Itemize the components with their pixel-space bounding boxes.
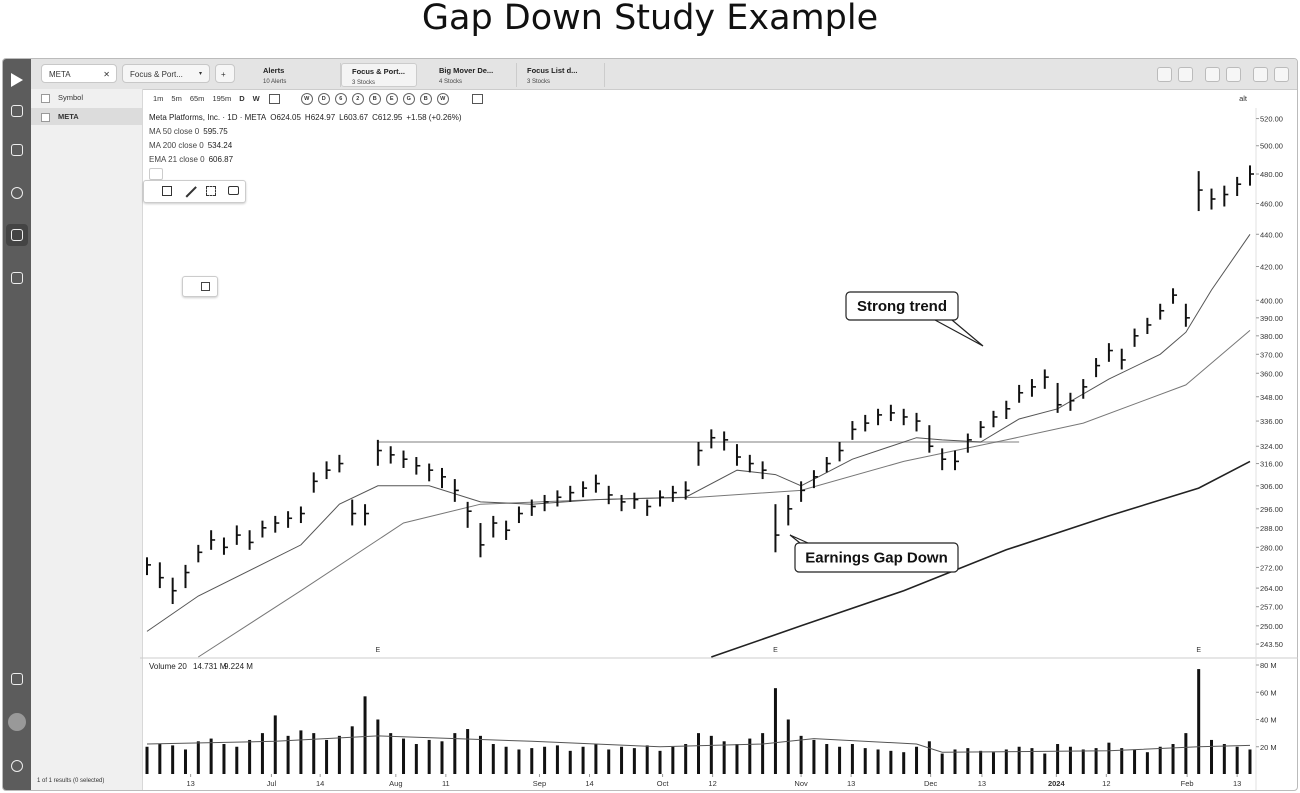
quote-value: H624.97 [304, 113, 336, 122]
timeframe-button[interactable]: 195m [212, 94, 232, 103]
study-name: EMA 21 close 0 [149, 155, 205, 164]
chart-button[interactable] [1205, 67, 1220, 82]
learn-icon[interactable] [11, 673, 23, 685]
checkbox[interactable] [41, 93, 50, 103]
timeframe-button[interactable]: 65m [189, 94, 205, 103]
quote-value: +1.58 (+0.26%) [406, 113, 462, 122]
group-name: Focus & Port... [352, 67, 405, 76]
study-button[interactable]: D [317, 92, 330, 105]
study-button[interactable]: B [419, 92, 432, 105]
results-footer: 1 of 1 results (0 selected) [37, 778, 105, 784]
drawing-toolbar [143, 180, 246, 203]
study-name: MA 50 close 0 [149, 127, 200, 136]
symbol-tab[interactable]: META ✕ [41, 64, 117, 83]
study-button[interactable]: 6 [334, 92, 347, 105]
tab-label: Focus & Port... [130, 70, 183, 79]
page-title: Gap Down Study Example [421, 0, 879, 38]
study-name: MA 200 close 0 [149, 141, 204, 150]
tab-bar: META ✕ Focus & Port... ▾ + Alerts 10 Alerts… [31, 59, 1297, 90]
timeframe-button[interactable]: D [239, 94, 245, 103]
help-icon[interactable] [11, 760, 23, 772]
group-count: 4 Stocks [439, 79, 463, 85]
watchlist-icon[interactable] [11, 229, 23, 241]
study-legend: MA 50 close 0 595.75 [149, 125, 466, 139]
study-value: 606.87 [208, 155, 234, 164]
share-button[interactable] [1157, 67, 1172, 82]
objects-button[interactable] [201, 282, 210, 291]
study-button[interactable]: G [402, 92, 415, 105]
group-count: 10 Alerts [263, 79, 287, 85]
list-group-tab[interactable]: Alerts 10 Alerts [253, 63, 341, 87]
checkbox[interactable] [41, 112, 50, 122]
watchlist-header: Symbol [31, 89, 142, 106]
list-group-tab[interactable]: Focus List d... 3 Stocks [517, 63, 605, 87]
row-symbol: META [58, 112, 79, 121]
object-toolbar [182, 276, 218, 297]
alt-selector[interactable]: alt [1239, 94, 1247, 103]
line-tool[interactable] [185, 186, 197, 198]
group-name: Big Mover De... [439, 66, 494, 75]
group-count: 3 Stocks [352, 80, 376, 86]
timeframe-button[interactable]: W [252, 94, 260, 103]
list-group-tab[interactable]: Focus & Port... 3 Stocks [341, 63, 417, 87]
avatar[interactable] [8, 713, 26, 731]
quote-value: L603.67 [339, 113, 369, 122]
window-tools [1157, 67, 1289, 82]
grid-view-button[interactable] [1274, 67, 1289, 82]
dropdown-icon[interactable]: ▾ [198, 71, 202, 77]
note-tool[interactable] [228, 186, 239, 195]
group-name: Alerts [263, 66, 285, 75]
list-group-tab[interactable]: Big Mover De... 4 Stocks [429, 63, 517, 87]
watchlist-row[interactable]: META [31, 108, 142, 125]
tab-label: META [49, 70, 71, 79]
stats-button[interactable] [1226, 67, 1241, 82]
list-tab[interactable]: Focus & Port... ▾ [122, 64, 210, 83]
timeframes: 1m 5m 65m 195m D W [153, 94, 260, 103]
study-button[interactable]: 2 [351, 92, 364, 105]
menu-icon[interactable] [11, 105, 23, 117]
study-button[interactable]: E [385, 92, 398, 105]
column-label[interactable]: Symbol [58, 93, 84, 102]
sidebar [3, 59, 31, 790]
scan-icon[interactable] [11, 187, 23, 199]
quote-line: Meta Platforms, Inc. · 1D · META O624.05 H… [149, 111, 466, 125]
add-tab-button[interactable]: + [215, 64, 235, 83]
timeframe-button[interactable]: 5m [171, 94, 182, 103]
x-button[interactable] [1178, 67, 1193, 82]
study-value: 534.24 [207, 141, 233, 150]
fib-tool[interactable] [206, 186, 216, 196]
alerts-icon[interactable] [11, 272, 23, 284]
study-value: 595.75 [203, 127, 228, 136]
rect-tool[interactable] [162, 186, 172, 196]
group-name: Focus List d... [527, 66, 578, 75]
watchlist-panel: Symbol META 1 of 1 results (0 selected) [31, 89, 143, 790]
instrument: Meta Platforms, Inc. · 1D · META [149, 113, 267, 122]
study-button[interactable]: B [368, 92, 381, 105]
layout-icon[interactable] [11, 144, 23, 156]
study-button[interactable]: W [300, 92, 313, 105]
study-legend: EMA 21 close 0 606.87 [149, 153, 466, 167]
draw-button[interactable] [471, 93, 483, 104]
list-view-button[interactable] [1253, 67, 1268, 82]
group-count: 3 Stocks [527, 79, 551, 85]
legend-collapse[interactable] [149, 168, 163, 180]
study-legend: MA 200 close 0 534.24 [149, 139, 466, 153]
quote-value: O624.05 [270, 113, 301, 122]
close-icon[interactable]: ✕ [103, 70, 110, 79]
logo[interactable] [11, 73, 23, 87]
chart-legend: Meta Platforms, Inc. · 1D · META O624.05 H… [149, 111, 466, 180]
indicator-button[interactable] [268, 93, 280, 104]
study-button[interactable]: W [436, 92, 449, 105]
quote-value: C612.95 [372, 113, 403, 122]
timeframe-button[interactable]: 1m [153, 94, 164, 103]
